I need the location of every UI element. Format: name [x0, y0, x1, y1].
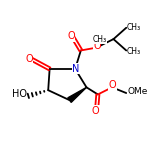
Text: CH₃: CH₃	[127, 22, 141, 32]
Text: HO: HO	[12, 89, 27, 99]
Text: N: N	[72, 64, 79, 74]
Text: O: O	[67, 31, 75, 41]
Text: O: O	[92, 106, 100, 116]
Polygon shape	[68, 87, 86, 102]
Text: CH₃: CH₃	[127, 47, 141, 56]
Text: O: O	[25, 54, 33, 64]
Text: CH₃: CH₃	[92, 35, 106, 44]
Text: OMe: OMe	[128, 87, 148, 96]
Text: O: O	[109, 80, 117, 90]
Text: O: O	[93, 41, 101, 51]
